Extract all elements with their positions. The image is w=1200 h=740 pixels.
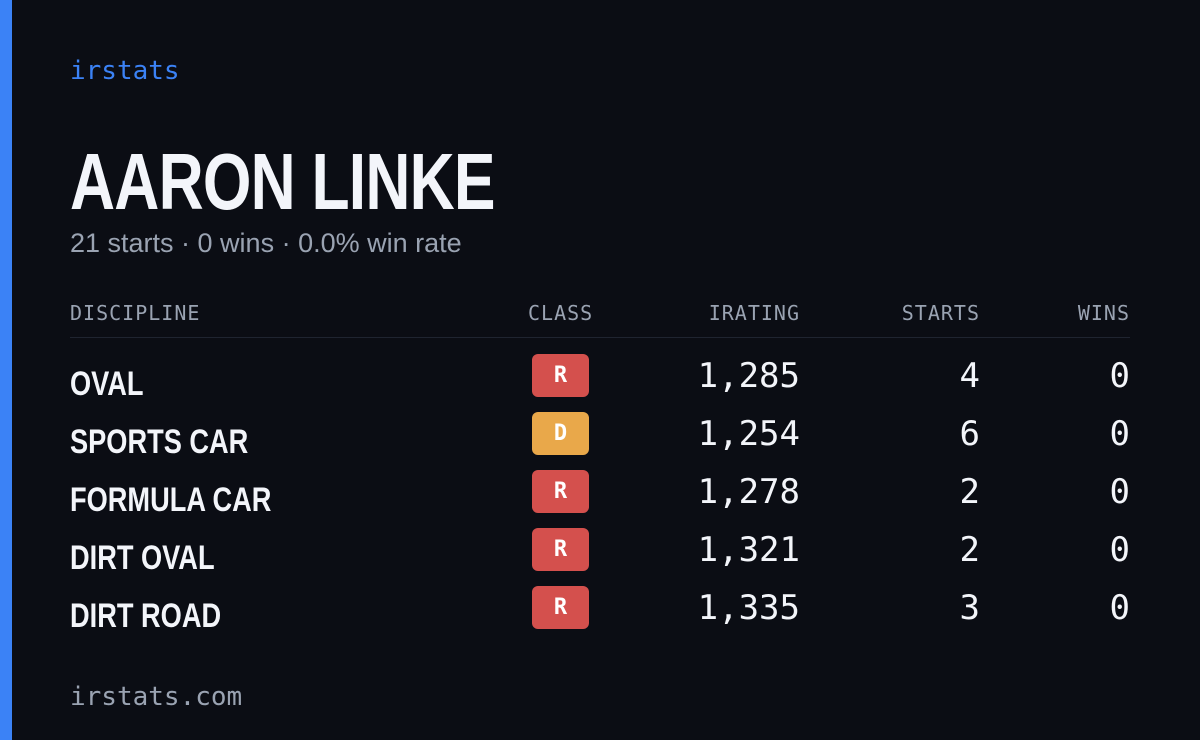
column-header: CLASS [528,301,594,325]
class-badge: R [532,354,589,397]
column-header: DISCIPLINE [70,301,201,325]
wins: 0 [1109,530,1130,570]
irating: 1,278 [697,472,800,512]
column-header: IRATING [708,301,800,325]
class-badge: R [532,470,589,513]
discipline: OVAL [70,365,144,403]
class-badge: R [532,586,589,629]
wins: 0 [1109,472,1130,512]
column-header: STARTS [901,301,980,325]
brand: irstats [70,56,180,86]
irating: 1,285 [697,356,800,396]
discipline: SPORTS CAR [70,423,249,461]
discipline: DIRT ROAD [70,597,222,635]
footer: irstats.com [70,682,243,712]
starts: 3 [959,588,980,628]
wins: 0 [1109,588,1130,628]
discipline: FORMULA CAR [70,481,272,519]
irating: 1,254 [697,414,800,454]
accent-bar [0,0,12,740]
class-badge: R [532,528,589,571]
starts: 4 [959,356,980,396]
starts: 6 [959,414,980,454]
header-rule [70,337,1130,338]
wins: 0 [1109,356,1130,396]
driver-summary: 21 starts · 0 wins · 0.0% win rate [70,228,462,258]
irating: 1,321 [697,530,800,570]
column-header: WINS [1077,301,1130,325]
starts: 2 [959,472,980,512]
driver-name: AARON LINKE [70,137,496,226]
wins: 0 [1109,414,1130,454]
irating: 1,335 [697,588,800,628]
discipline: DIRT OVAL [70,539,215,577]
class-badge: D [532,412,589,455]
starts: 2 [959,530,980,570]
